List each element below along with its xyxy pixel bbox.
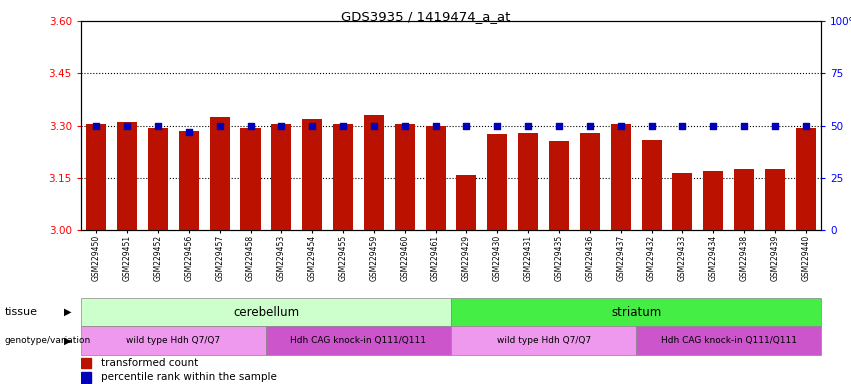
Bar <box>179 131 199 230</box>
Text: ▶: ▶ <box>64 336 71 346</box>
Point <box>768 123 782 129</box>
Bar <box>86 124 106 230</box>
Bar <box>518 133 538 230</box>
Text: cerebellum: cerebellum <box>233 306 299 318</box>
Bar <box>549 141 569 230</box>
Bar <box>672 173 693 230</box>
Bar <box>148 127 168 230</box>
Bar <box>81 326 266 355</box>
Bar <box>451 298 821 326</box>
Bar <box>611 124 631 230</box>
Bar <box>241 127 260 230</box>
Text: percentile rank within the sample: percentile rank within the sample <box>101 372 277 382</box>
Point <box>737 123 751 129</box>
Text: GDS3935 / 1419474_a_at: GDS3935 / 1419474_a_at <box>340 10 511 23</box>
Point <box>522 123 535 129</box>
Bar <box>636 326 821 355</box>
Point <box>490 123 504 129</box>
Bar <box>451 326 636 355</box>
Bar <box>734 169 754 230</box>
Bar <box>703 171 723 230</box>
Bar <box>266 326 451 355</box>
Bar <box>81 298 451 326</box>
Bar <box>271 124 291 230</box>
Text: striatum: striatum <box>611 306 661 318</box>
Point <box>182 129 196 135</box>
Bar <box>333 124 353 230</box>
Point <box>645 123 659 129</box>
Text: tissue: tissue <box>4 307 37 317</box>
Bar <box>488 134 507 230</box>
Bar <box>456 175 477 230</box>
Bar <box>580 133 600 230</box>
Bar <box>796 127 816 230</box>
Point <box>151 123 165 129</box>
Point <box>460 123 473 129</box>
Text: ▶: ▶ <box>64 307 71 317</box>
Point <box>367 123 380 129</box>
Bar <box>81 372 91 382</box>
Point <box>243 123 257 129</box>
Point <box>89 123 103 129</box>
Bar <box>302 119 323 230</box>
Point <box>336 123 350 129</box>
Text: Hdh CAG knock-in Q111/Q111: Hdh CAG knock-in Q111/Q111 <box>660 336 797 345</box>
Bar <box>642 140 661 230</box>
Text: wild type Hdh Q7/Q7: wild type Hdh Q7/Q7 <box>126 336 220 345</box>
Point <box>275 123 288 129</box>
Bar <box>765 169 785 230</box>
Point <box>706 123 720 129</box>
Bar <box>117 122 137 230</box>
Text: wild type Hdh Q7/Q7: wild type Hdh Q7/Q7 <box>496 336 591 345</box>
Point <box>429 123 443 129</box>
Point <box>213 123 226 129</box>
Point <box>552 123 566 129</box>
Bar <box>209 117 230 230</box>
Point <box>120 123 134 129</box>
Bar <box>81 358 91 368</box>
Point <box>614 123 627 129</box>
Point <box>398 123 412 129</box>
Text: genotype/variation: genotype/variation <box>4 336 90 345</box>
Point <box>676 123 689 129</box>
Bar <box>364 115 384 230</box>
Text: Hdh CAG knock-in Q111/Q111: Hdh CAG knock-in Q111/Q111 <box>290 336 426 345</box>
Point <box>306 123 319 129</box>
Bar <box>395 124 414 230</box>
Text: transformed count: transformed count <box>101 358 198 368</box>
Point <box>799 123 813 129</box>
Point <box>583 123 597 129</box>
Bar <box>426 126 446 230</box>
